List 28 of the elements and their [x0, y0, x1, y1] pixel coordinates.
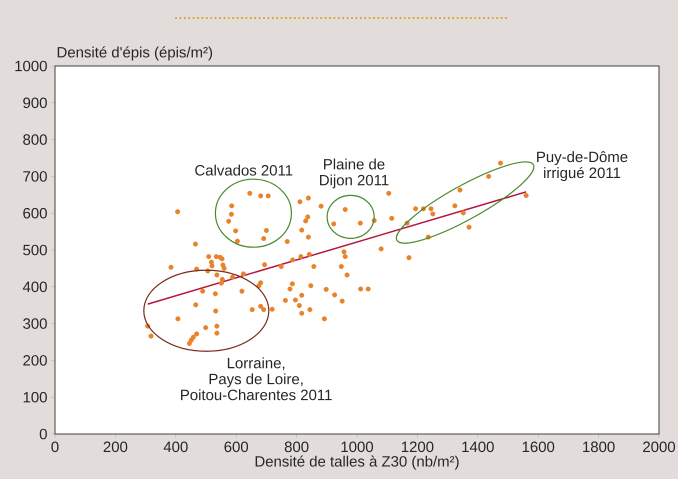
y-tick-label: 200 — [23, 355, 47, 366]
y-tick-label: 100 — [24, 392, 47, 402]
annotation: Calvados 2011 — [195, 164, 292, 176]
y-tick-label: 500 — [23, 244, 47, 256]
x-tick-label: 1800 — [583, 442, 615, 452]
annotation: Lorraine, Pays de Loire, Poitou-Charentes 2011 — [181, 357, 332, 400]
annotation: Puy-de-Dôme irrigué 2011 — [537, 151, 628, 182]
x-tick-label: 400 — [164, 442, 188, 452]
x-tick-label: 200 — [104, 442, 128, 452]
y-tick-label: 400 — [22, 282, 47, 292]
x-tick-label: 1600 — [522, 442, 554, 452]
y-tick-label: 800 — [23, 134, 47, 145]
annotation: Plaine de Dijon 2011 — [320, 158, 388, 188]
y-tick-label: 700 — [23, 171, 47, 182]
y-axis-title: Densité d'épis (épis/m²) — [58, 46, 212, 60]
x-tick-label: 1400 — [462, 442, 494, 452]
y-tick-label: 900 — [23, 98, 47, 108]
x-axis-title: Densité de talles à Z30 (nb/m²) — [256, 456, 459, 470]
x-tick-label: 1000 — [342, 442, 374, 452]
x-tick-label: 600 — [224, 442, 248, 452]
x-tick-label: 1200 — [402, 442, 434, 452]
y-tick-label: 0 — [40, 428, 47, 440]
x-tick-label: 2000 — [643, 442, 676, 452]
y-tick-label: 600 — [23, 208, 47, 218]
y-tick-label: 300 — [23, 318, 47, 329]
x-tick-label: 0 — [51, 442, 59, 452]
x-tick-label: 800 — [284, 442, 308, 452]
y-tick-label: 1000 — [15, 60, 47, 72]
